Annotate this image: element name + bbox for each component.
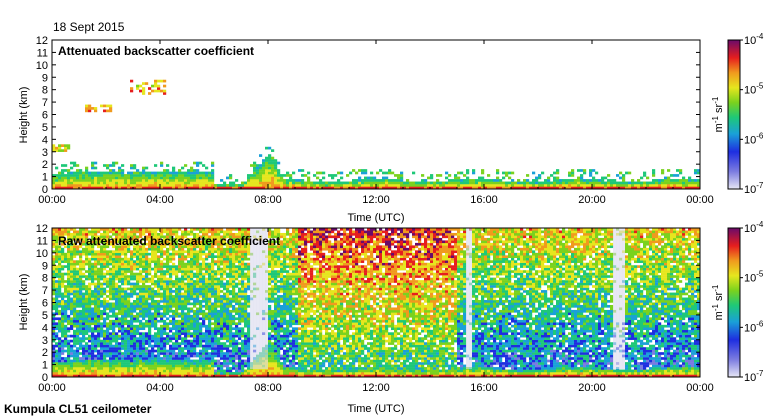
y-axis-label-1: Height (km) [18,87,30,144]
x-tick-label: 16:00 [470,194,498,206]
colorbar-tick-label: 10-7 [744,369,764,384]
colorbar-tick-label: 10-7 [744,181,764,196]
y-tick-label: 4 [42,134,48,146]
instrument-label: Kumpula CL51 ceilometer [4,402,152,416]
x-tick-label: 00:00 [686,382,714,394]
y-tick-label: 11 [37,235,48,247]
colorbar-gradient-1 [727,39,741,190]
x-axis-label-2: Time (UTC) [347,403,404,415]
y-tick-label: 3 [42,335,48,347]
x-tick-label: 00:00 [38,382,66,394]
y-tick-label: 1 [42,172,48,184]
panel-raw: 00:00 04:00 08:00 12:00 16:00 20:00 00:0001234… [18,223,714,415]
panel-title-1: Attenuated backscatter coefficient [58,44,254,58]
x-tick-label: 00:00 [38,194,66,206]
colorbar-1: 10-4 10-5 10-6 10-7 m-1 sr-1 [711,32,764,196]
y-tick-label: 7 [42,285,48,297]
panel-title-2: Raw attenuated backscatter coefficient [58,234,280,248]
y-tick-label: 7 [42,97,48,109]
panel-attenuated: 00:00 04:00 08:00 12:00 16:00 20:00 00:0001234… [18,35,714,224]
x-axis-label-1: Time (UTC) [347,212,404,224]
x-tick-label: 08:00 [254,382,282,394]
x-tick-label: 12:00 [362,194,390,206]
y-tick-label: 12 [36,223,48,235]
y-tick-label: 12 [36,35,48,47]
x-tick-label: 20:00 [578,194,606,206]
y-tick-label: 1 [42,360,48,372]
y-tick-label: 10 [36,248,48,260]
y-tick-label: 9 [42,260,48,272]
colorbar-tick-label: 10-6 [744,131,764,146]
y-tick-label: 8 [42,85,48,97]
colorbar-tick-label: 10-6 [744,319,764,334]
y-tick-label: 6 [42,110,48,122]
y-tick-label: 9 [42,72,48,84]
x-tick-label: 04:00 [146,382,174,394]
heatmap-data-2 [52,228,701,378]
y-tick-label: 5 [42,310,48,322]
x-tick-label: 04:00 [146,194,174,206]
y-tick-label: 11 [37,47,48,59]
y-tick-label: 6 [42,298,48,310]
colorbar-tick-label: 10-4 [744,220,764,235]
y-tick-label: 5 [42,122,48,134]
x-tick-label: 12:00 [362,382,390,394]
date-label: 18 Sept 2015 [53,20,125,34]
x-tick-label: 00:00 [686,194,714,206]
heatmap-data-1 [52,79,701,190]
colorbar-unit-label: m-1 sr-1 [711,96,725,132]
x-tick-label: 08:00 [254,194,282,206]
colorbar-tick-label: 10-5 [744,82,764,97]
y-tick-label: 2 [42,159,48,171]
y-tick-label: 0 [42,184,48,196]
colorbar-gradient-2 [727,227,741,378]
y-tick-label: 2 [42,347,48,359]
y-axis-label-2: Height (km) [18,274,30,331]
y-tick-label: 3 [42,147,48,159]
colorbar-tick-label: 10-5 [744,270,764,285]
plot-area-1 [52,40,700,189]
x-tick-label: 20:00 [578,382,606,394]
colorbar-unit-label: m-1 sr-1 [711,284,725,320]
x-tick-label: 16:00 [470,382,498,394]
y-tick-label: 8 [42,273,48,285]
colorbar-2: 10-4 10-5 10-6 10-7 m-1 sr-1 [711,220,764,384]
ticks-2: 00:00 04:00 08:00 12:00 16:00 20:00 00:0001234… [36,223,714,394]
y-tick-label: 0 [42,372,48,384]
colorbar-tick-label: 10-4 [744,32,764,47]
y-tick-label: 10 [36,60,48,72]
y-tick-label: 4 [42,322,48,334]
ticks-1: 00:00 04:00 08:00 12:00 16:00 20:00 00:0001234… [36,35,714,206]
